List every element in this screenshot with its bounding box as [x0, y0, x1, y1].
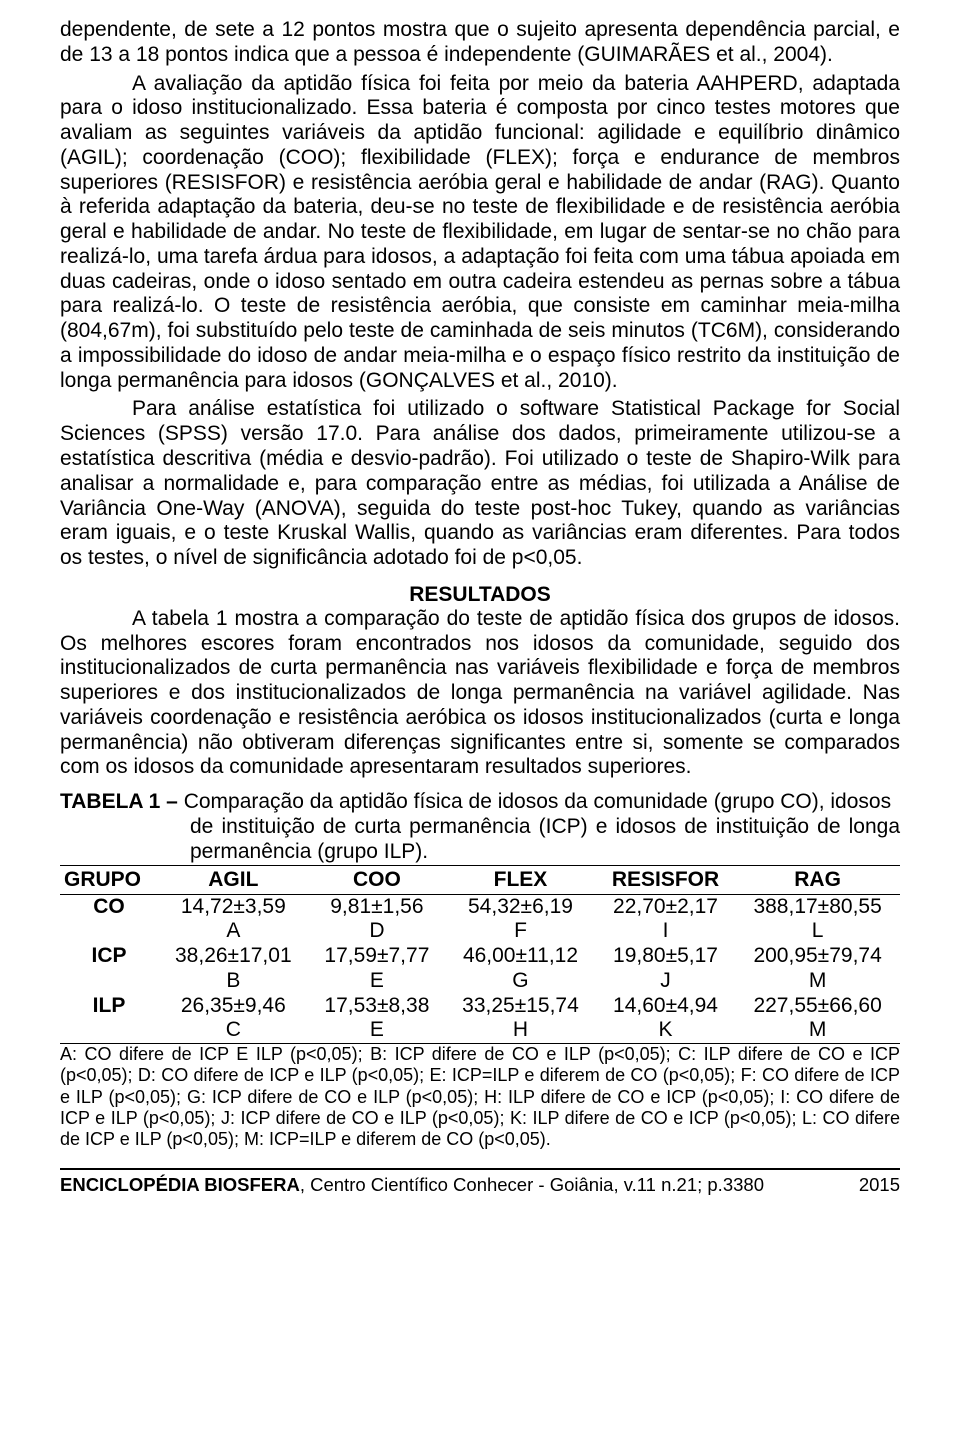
footer-page-number: 3380 — [723, 1174, 764, 1195]
body-paragraph-4: A tabela 1 mostra a comparação do teste … — [60, 607, 900, 780]
body-paragraph-3: Para análise estatística foi utilizado o… — [60, 397, 900, 570]
document-page: dependente, de sete a 12 pontos mostra q… — [0, 0, 960, 1216]
cell: 17,59±7,77E — [309, 944, 446, 994]
cell: 54,32±6,19F — [445, 894, 596, 944]
row-group-co: CO — [60, 894, 158, 944]
cell: 33,25±15,74H — [445, 994, 596, 1044]
cell: 200,95±79,74M — [735, 944, 900, 994]
cell: 46,00±11,12G — [445, 944, 596, 994]
table-caption-line1: Comparação da aptidão física de idosos d… — [184, 790, 891, 813]
cell: 22,70±2,17I — [596, 894, 735, 944]
cell: 14,72±3,59A — [158, 894, 309, 944]
body-paragraph-2: A avaliação da aptidão física foi feita … — [60, 72, 900, 394]
table-caption-lead: TABELA 1 – — [60, 790, 184, 813]
footer-source: ENCICLOPÉDIA BIOSFERA, Centro Científico… — [60, 1174, 764, 1196]
cell: 38,26±17,01B — [158, 944, 309, 994]
body-paragraph-1: dependente, de sete a 12 pontos mostra q… — [60, 18, 900, 68]
cell: 17,53±8,38E — [309, 994, 446, 1044]
cell: 227,55±66,60M — [735, 994, 900, 1044]
row-group-ilp: ILP — [60, 994, 158, 1044]
table-row: CO 14,72±3,59A 9,81±1,56D 54,32±6,19F 22… — [60, 894, 900, 944]
col-rag: RAG — [735, 865, 900, 894]
cell: 26,35±9,46C — [158, 994, 309, 1044]
footer-source-rest: , Centro Científico Conhecer - Goiânia, … — [300, 1174, 723, 1195]
table-header-row: GRUPO AGIL COO FLEX RESISFOR RAG — [60, 865, 900, 894]
row-group-icp: ICP — [60, 944, 158, 994]
footer-source-bold: ENCICLOPÉDIA BIOSFERA — [60, 1174, 300, 1195]
results-table: GRUPO AGIL COO FLEX RESISFOR RAG CO 14,7… — [60, 865, 900, 1045]
cell: 14,60±4,94K — [596, 994, 735, 1044]
cell: 388,17±80,55L — [735, 894, 900, 944]
table-caption-rest: de instituição de curta permanência (ICP… — [190, 815, 900, 865]
cell: 19,80±5,17J — [596, 944, 735, 994]
footer-year: 2015 — [859, 1174, 900, 1196]
col-grupo: GRUPO — [60, 865, 158, 894]
table-row: ILP 26,35±9,46C 17,53±8,38E 33,25±15,74H… — [60, 994, 900, 1044]
col-coo: COO — [309, 865, 446, 894]
section-heading-resultados: RESULTADOS — [60, 583, 900, 607]
page-footer: ENCICLOPÉDIA BIOSFERA, Centro Científico… — [60, 1168, 900, 1196]
col-flex: FLEX — [445, 865, 596, 894]
cell: 9,81±1,56D — [309, 894, 446, 944]
table-row: ICP 38,26±17,01B 17,59±7,77E 46,00±11,12… — [60, 944, 900, 994]
table-legend: A: CO difere de ICP E ILP (p<0,05); B: I… — [60, 1044, 900, 1150]
col-resisfor: RESISFOR — [596, 865, 735, 894]
table-caption: TABELA 1 – Comparação da aptidão física … — [60, 790, 900, 864]
col-agil: AGIL — [158, 865, 309, 894]
